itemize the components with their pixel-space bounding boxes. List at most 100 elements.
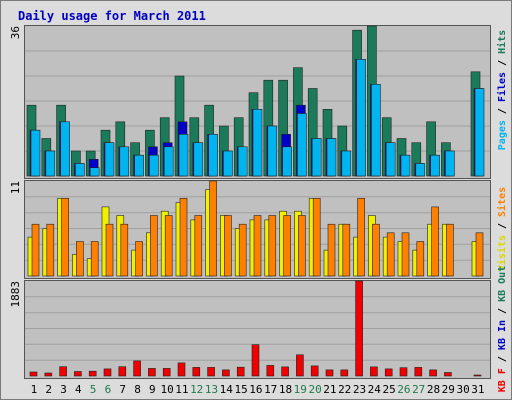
bar-pages-day-1 <box>30 129 41 177</box>
bar-sites-day-17 <box>268 215 277 277</box>
bar-sites-day-25 <box>386 232 395 277</box>
bar-kbf-day-17 <box>266 365 275 377</box>
bar-sites-day-18 <box>283 215 291 277</box>
bar-pages-day-29 <box>445 150 455 177</box>
legend-panel-3: KB F / KB In / KB Out <box>497 266 508 392</box>
bar-kbf-day-9 <box>148 368 156 377</box>
bar-pages-day-16 <box>252 109 263 177</box>
bar-sites-day-28 <box>431 206 439 277</box>
bar-sites-day-3 <box>61 198 69 277</box>
day-label-29: 29 <box>442 383 455 396</box>
day-label-11: 11 <box>175 383 188 396</box>
bar-pages-day-19 <box>297 113 307 177</box>
bar-sites-day-19 <box>298 215 306 277</box>
bar-sites-day-5 <box>90 241 99 277</box>
bar-kbf-day-4 <box>74 371 82 377</box>
chart-title: Daily usage for March 2011 <box>18 9 206 23</box>
bar-pages-day-11 <box>178 134 189 177</box>
bar-sites-day-22 <box>342 223 351 277</box>
bar-kbf-day-2 <box>44 372 53 377</box>
bar-kbf-day-10 <box>162 368 171 377</box>
day-label-1: 1 <box>31 383 38 396</box>
bar-pages-day-4 <box>75 163 85 177</box>
bar-sites-day-1 <box>31 223 40 277</box>
bar-kbf-day-7 <box>118 366 127 377</box>
bar-sites-day-8 <box>135 241 143 277</box>
bar-sites-day-7 <box>120 223 129 277</box>
bar-kbf-day-29 <box>444 372 452 377</box>
day-label-28: 28 <box>427 383 440 396</box>
day-label-4: 4 <box>75 383 82 396</box>
bar-kbf-day-28 <box>429 369 437 377</box>
bar-kbf-day-14 <box>222 369 230 377</box>
bar-pages-day-9 <box>149 154 159 177</box>
day-label-13: 13 <box>205 383 218 396</box>
day-label-17: 17 <box>264 383 277 396</box>
legend-panel-2: Visits / Sites <box>496 187 508 271</box>
bar-pages-day-12 <box>193 142 204 177</box>
bar-sites-day-16 <box>253 215 262 277</box>
bar-pages-day-27 <box>415 163 426 177</box>
bar-kbf-day-11 <box>177 362 186 377</box>
bar-sites-day-2 <box>46 223 55 277</box>
bar-sites-day-11 <box>179 198 188 277</box>
bar-pages-day-20 <box>311 138 322 177</box>
bar-pages-day-7 <box>119 146 130 177</box>
legend-kb-f: KB F <box>497 368 508 392</box>
bar-pages-day-26 <box>400 154 411 177</box>
day-label-21: 21 <box>323 383 336 396</box>
bar-sites-day-26 <box>401 232 410 277</box>
legend-hits: Hits <box>496 30 508 54</box>
bar-kbf-day-6 <box>103 368 112 377</box>
bar-sites-day-10 <box>164 215 173 277</box>
day-label-27: 27 <box>412 383 425 396</box>
bar-pages-day-8 <box>134 154 144 177</box>
bar-pages-day-6 <box>104 142 115 177</box>
chart-bars <box>26 25 485 377</box>
bar-pages-day-17 <box>267 125 278 177</box>
bar-sites-day-15 <box>238 223 247 277</box>
bar-sites-day-13 <box>209 180 217 277</box>
day-label-12: 12 <box>190 383 203 396</box>
bar-sites-day-24 <box>372 223 380 277</box>
day-label-5: 5 <box>90 383 97 396</box>
legend-pages: Pages <box>497 120 508 150</box>
bar-sites-day-29 <box>446 223 454 277</box>
legend-sites: Sites <box>496 187 508 217</box>
bar-kbf-day-25 <box>384 368 393 377</box>
bar-kbf-day-15 <box>236 366 245 377</box>
legend-panel-1: Pages / Files / Hits <box>496 30 508 150</box>
bar-sites-day-23 <box>357 198 365 277</box>
bar-pages-day-14 <box>223 150 233 177</box>
bar-pages-day-5 <box>89 167 100 177</box>
bar-sites-day-6 <box>105 223 114 277</box>
bar-pages-day-18 <box>282 146 292 177</box>
day-label-23: 23 <box>353 383 366 396</box>
legend-kb-out: KB Out <box>497 266 508 302</box>
day-label-16: 16 <box>249 383 262 396</box>
legend-separator: / <box>497 54 508 72</box>
day-label-6: 6 <box>105 383 112 396</box>
bar-kbf-day-16 <box>251 344 260 377</box>
bar-kbf-day-12 <box>192 367 201 377</box>
bar-sites-day-31 <box>475 232 484 277</box>
bar-kbf-day-3 <box>59 366 67 377</box>
bar-sites-day-27 <box>416 241 425 277</box>
bar-sites-day-4 <box>76 241 84 277</box>
legend-files: Files <box>496 72 508 102</box>
bar-kbf-day-5 <box>88 370 97 377</box>
bar-pages-day-13 <box>208 134 218 177</box>
day-label-10: 10 <box>160 383 173 396</box>
day-label-19: 19 <box>294 383 307 396</box>
day-label-22: 22 <box>338 383 351 396</box>
bar-pages-day-24 <box>371 84 381 177</box>
x-axis-day-labels: 1 2 3 4 5 6 7 8 9 10 11 12 13 14 15 16 17 18 19 20 21 22 23 24 2… <box>31 383 485 396</box>
bar-pages-day-23 <box>356 58 366 177</box>
day-label-31: 31 <box>471 383 484 396</box>
bar-pages-day-22 <box>341 150 352 177</box>
bar-kbf-day-1 <box>29 371 38 377</box>
bar-kbf-day-19 <box>296 354 304 377</box>
day-label-3: 3 <box>60 383 67 396</box>
legend-visits: Visits <box>496 235 508 271</box>
